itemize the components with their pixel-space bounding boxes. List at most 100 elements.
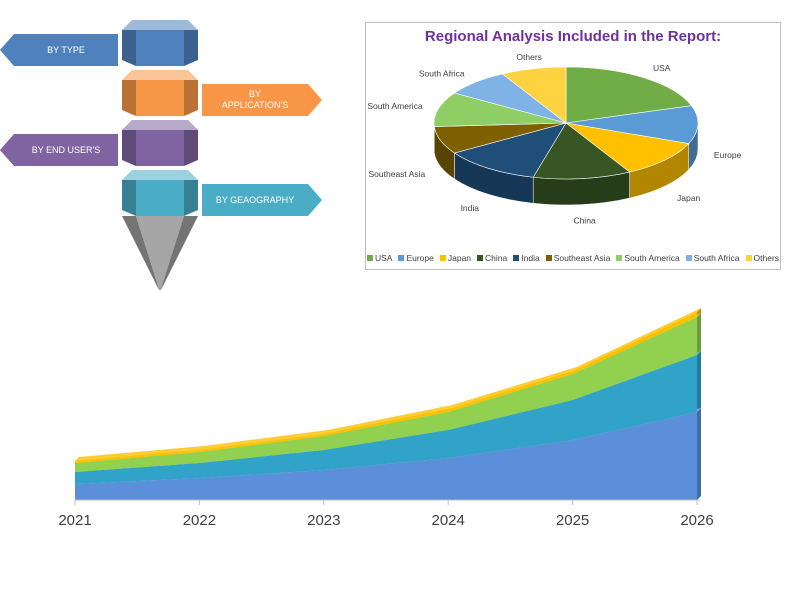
legend-label: India	[521, 253, 540, 263]
legend-label: Europe	[406, 253, 434, 263]
segment-by-application-s: BY APPLICATION'S	[122, 70, 322, 116]
legend-label: South Africa	[693, 253, 740, 263]
segment-by-geaography: BY GEAOGRAPHY	[122, 170, 322, 216]
pie-labels: USA Europe Japan China India Southeast Asia So…	[367, 52, 741, 225]
pie-slice-china	[532, 122, 631, 180]
legend-label: Others	[753, 253, 780, 263]
pie-sides	[433, 122, 699, 206]
pie-slice-japan	[565, 122, 690, 173]
tip-left-face	[122, 216, 160, 290]
pie-slice-europe	[565, 105, 699, 144]
segment-side-face	[184, 130, 198, 166]
area-front-face	[75, 412, 697, 500]
legend-swatch	[366, 255, 373, 261]
segment-top-face	[122, 170, 198, 180]
area-front-face	[75, 317, 697, 472]
pie-chart-title: Regional Analysis Included in the Report…	[424, 28, 722, 45]
pie-label-china: China	[573, 215, 595, 225]
segment-label: BY END USER'S	[32, 145, 101, 155]
pie-slice-others	[501, 66, 567, 124]
legend-item-europe: Europe	[398, 253, 434, 263]
segment-side-face	[184, 180, 198, 216]
segment-side-face	[184, 30, 198, 66]
segment-side-face	[122, 130, 136, 166]
legend-label: South America	[624, 253, 680, 263]
legend-item-india: India	[513, 253, 540, 263]
pie-chart: USA Europe Japan China India Southeast Asia So…	[367, 52, 741, 225]
segment-side-face	[184, 80, 198, 116]
area-depth-series-2	[697, 351, 701, 412]
legend-item-south-africa: South Africa	[685, 253, 740, 263]
legend-swatch	[477, 255, 484, 261]
pie-label-japan: Japan	[677, 193, 700, 203]
pie-label-south-america: South America	[367, 101, 423, 111]
segment-arrow	[0, 34, 118, 66]
segment-by-type: BY TYPE	[0, 20, 198, 66]
pie-label-others: Others	[516, 52, 542, 62]
legend-label: Southeast Asia	[553, 253, 611, 263]
legend-label: Japan	[447, 253, 472, 263]
area-series-3	[75, 313, 701, 472]
area-depth-faces	[697, 308, 701, 500]
pie-label-india: India	[461, 203, 480, 213]
legend-swatch	[439, 255, 446, 261]
x-axis-ticks: 2021 2022 2023 2024 2025 2026	[58, 500, 714, 529]
legend-swatch	[745, 255, 752, 261]
area-depth-series-3	[697, 313, 701, 355]
segment-by-end-user-s: BY END USER'S	[0, 120, 198, 166]
segment-arrow	[202, 84, 322, 116]
segment-top-face	[122, 70, 198, 80]
x-tick-label: 2026	[680, 512, 713, 529]
pie-slice-south-america	[433, 92, 567, 127]
segment-top-face	[122, 20, 198, 30]
pie-slice-india	[453, 122, 567, 178]
segment-label: BY APPLICATION'S	[222, 89, 289, 110]
segment-front-face	[136, 180, 184, 216]
legend-swatch	[685, 255, 692, 261]
x-tick-label: 2025	[556, 512, 589, 529]
pie-top	[433, 66, 699, 180]
pie-label-usa: USA	[653, 63, 671, 73]
segment-side-face	[122, 30, 136, 66]
stacked-area-chart: 2021 2022 2023 2024 2025 2026	[58, 308, 714, 529]
regional-pie-chart-panel: Regional Analysis Included in the Report…	[365, 22, 781, 270]
tip-front-face	[136, 216, 184, 290]
area-series-1	[75, 408, 701, 500]
segmentation-infographic: BY TYPE BY APPLICATION'S BY END USER'S BY GE…	[0, 20, 322, 290]
segment-arrow	[0, 134, 118, 166]
legend-item-others: Others	[745, 253, 780, 263]
legend-item-china: China	[477, 253, 507, 263]
area-front-face	[75, 355, 697, 484]
area-series-2	[75, 351, 701, 484]
tip-right-face	[160, 216, 198, 290]
segment-front-face	[136, 80, 184, 116]
segment-side-face	[122, 180, 136, 216]
legend-item-southeast-asia: Southeast Asia	[545, 253, 611, 263]
pie-slice-usa	[565, 66, 693, 124]
legend-label: USA	[374, 253, 393, 263]
legend-item-usa: USA	[366, 253, 393, 263]
legend-swatch	[513, 255, 520, 261]
pie-label-south-africa: South Africa	[419, 68, 465, 78]
x-tick-label: 2023	[307, 512, 340, 529]
segment-side-face	[122, 80, 136, 116]
legend-swatch	[616, 255, 623, 261]
segment-front-face	[136, 130, 184, 166]
segment-top-face	[122, 120, 198, 130]
pie-label-southeast-asia: Southeast Asia	[369, 169, 426, 179]
pencil-tip	[122, 216, 198, 290]
legend-swatch	[398, 255, 405, 261]
legend-item-south-america: South America	[616, 253, 680, 263]
legend-item-japan: Japan	[439, 253, 472, 263]
x-tick-label: 2022	[183, 512, 216, 529]
legend-swatch	[545, 255, 552, 261]
area-depth-series-1	[697, 408, 701, 500]
segment-front-face	[136, 30, 184, 66]
x-tick-label: 2024	[432, 512, 465, 529]
segment-label: BY TYPE	[47, 45, 85, 55]
pie-label-europe: Europe	[714, 150, 742, 160]
pie-legend: USA Europe Japan China India Southeast Asia So…	[366, 253, 780, 263]
legend-label: China	[485, 253, 508, 263]
x-tick-label: 2021	[58, 512, 91, 529]
segment-arrow	[202, 184, 322, 216]
